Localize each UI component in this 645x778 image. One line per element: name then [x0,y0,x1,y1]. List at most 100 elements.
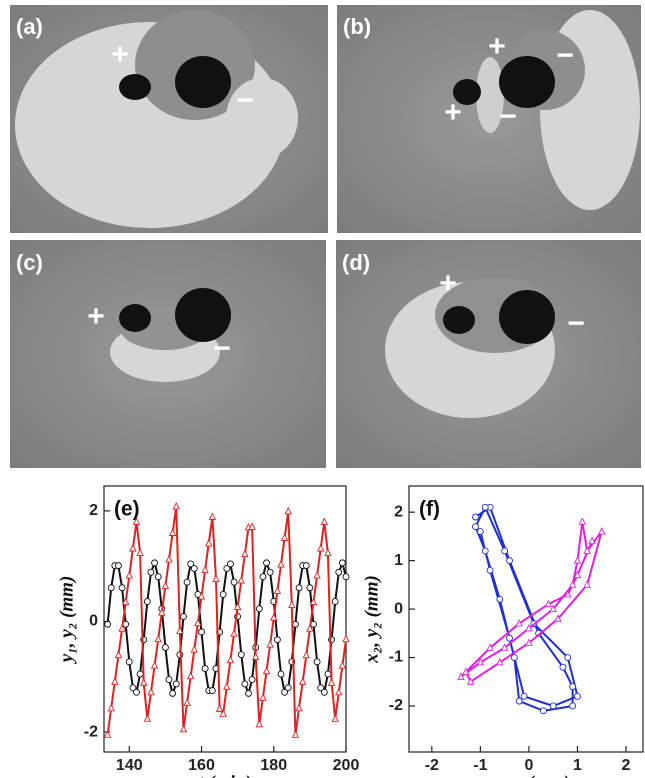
point [223,564,231,572]
point [125,658,133,666]
annotation: + [488,30,506,63]
point [284,506,292,515]
point [201,665,209,672]
panel-label: (c) [16,250,43,275]
y-tick-label: 0 [89,613,98,630]
point [215,704,224,712]
point [161,644,169,651]
annotation: − [213,332,231,365]
blob [119,304,151,332]
point [251,652,260,660]
point [205,539,213,547]
y-tick-label: 2 [394,503,403,520]
point [313,658,321,666]
point [306,584,314,592]
wave-tip [476,57,504,133]
point [578,517,587,525]
point [500,643,509,651]
point [525,623,533,632]
point [198,628,205,636]
point [569,683,577,691]
point [559,663,567,671]
point [129,543,137,552]
annotation: + [87,300,105,333]
point [118,584,126,592]
point [324,670,332,678]
point [515,697,523,705]
point [564,654,572,661]
point [476,657,485,666]
point [190,645,199,653]
point [270,613,278,621]
annotation: − [567,307,585,340]
point [291,730,300,738]
point [335,568,343,576]
panel-d: (d) + − [336,240,641,468]
point [226,655,235,664]
point [327,678,336,686]
point [583,546,591,554]
x-tick-label: 2 [622,757,631,774]
point [295,703,303,712]
point [132,517,141,525]
blob [175,288,231,342]
point [472,523,479,531]
wave-tip [226,78,298,158]
point [194,618,202,627]
x-axis-label: t (min) [198,772,251,778]
point [165,676,173,684]
point [208,687,216,695]
point [309,597,318,606]
x-tick-label: 180 [260,757,287,774]
point [486,566,494,574]
panel-b: (b) + − + − [337,5,641,233]
y-tick-label: -1 [389,649,403,666]
point [288,600,296,608]
point [114,562,122,570]
point [165,555,173,563]
chart-label: (f) [419,498,440,521]
point [104,620,112,628]
x-tick-label: 140 [116,757,143,774]
point [201,565,209,574]
point [554,614,562,622]
point [226,560,234,568]
point [331,598,339,606]
y-axis-label: y₁, y₂ (mm) [56,576,77,665]
point [472,513,479,521]
point [143,598,151,606]
point [277,670,285,678]
annotation: − [556,39,574,72]
point [520,692,528,700]
point [230,578,238,586]
annotation: − [236,84,254,117]
point [510,654,518,661]
point [183,578,191,586]
blob [175,56,231,108]
point [241,680,249,688]
point [549,604,557,613]
point [140,678,148,686]
point [262,666,271,675]
point [540,707,547,715]
point [544,599,553,608]
point [259,693,267,701]
x-tick-label: 1 [573,757,582,774]
point [564,590,572,598]
point [335,687,343,696]
point [237,576,245,584]
panel-label: (a) [16,14,43,39]
point [186,671,195,680]
point [569,702,577,710]
point [568,580,577,588]
point [223,682,231,690]
point [476,528,484,535]
x-tick-label: 200 [333,757,360,774]
point [331,714,339,722]
point [506,634,513,642]
annotation: − [499,100,517,133]
blob [119,74,151,100]
y-axis-label: x₂, y₂ (mm) [361,575,382,664]
point [136,548,144,556]
point [143,714,152,722]
